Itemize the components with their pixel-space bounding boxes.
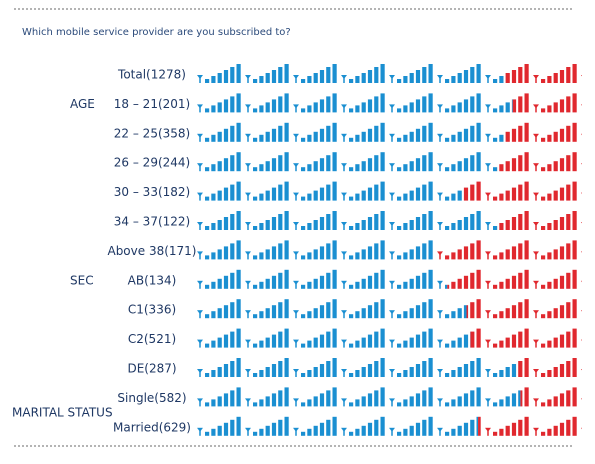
icon-segment xyxy=(197,63,505,85)
category-label: C2(521) xyxy=(128,332,176,346)
icon-segment xyxy=(447,268,582,291)
icon-segment xyxy=(497,151,582,174)
icon-segment xyxy=(197,327,471,350)
chart-title: Which mobile service provider are you su… xyxy=(22,27,291,38)
category-label: DE(287) xyxy=(127,362,176,376)
icon-segment xyxy=(197,180,463,203)
icon-segment xyxy=(197,298,467,321)
category-label: 30 – 33(182) xyxy=(114,185,190,199)
icon-segment xyxy=(505,63,582,85)
category-label: 18 – 21(201) xyxy=(114,97,190,111)
category-label: AB(134) xyxy=(128,273,177,287)
icon-segment xyxy=(197,268,448,291)
icon-segment xyxy=(197,210,498,232)
icon-segment xyxy=(505,121,582,144)
icon-segment xyxy=(435,239,582,262)
category-label: Married(629) xyxy=(113,420,191,434)
category-label: C1(336) xyxy=(128,303,176,317)
category-label: Total(1278) xyxy=(117,68,186,82)
icon-segment xyxy=(470,327,582,350)
category-label: 34 – 37(122) xyxy=(114,215,190,229)
icon-segment xyxy=(466,298,582,321)
icon-segment xyxy=(497,210,582,232)
icon-segment xyxy=(197,386,521,409)
category-label: 26 – 29(244) xyxy=(114,156,190,170)
icon-segment xyxy=(197,92,513,115)
group-label: SEC xyxy=(70,273,94,287)
category-label: Single(582) xyxy=(117,391,186,405)
icon-segment xyxy=(512,92,582,115)
category-label: 22 – 25(358) xyxy=(114,126,190,140)
icon-segment xyxy=(197,151,498,174)
icon-segment xyxy=(197,121,505,144)
icon-segment xyxy=(197,357,517,379)
group-label: MARITAL STATUS xyxy=(12,406,113,420)
icon-segment xyxy=(520,386,582,409)
icon-segment xyxy=(462,180,582,203)
icon-segment xyxy=(516,357,582,379)
icon-segment xyxy=(197,239,436,262)
icon-segment xyxy=(478,415,582,438)
icon-segment xyxy=(197,415,479,438)
group-label: AGE xyxy=(70,97,95,111)
category-label: Above 38(171) xyxy=(107,244,196,258)
